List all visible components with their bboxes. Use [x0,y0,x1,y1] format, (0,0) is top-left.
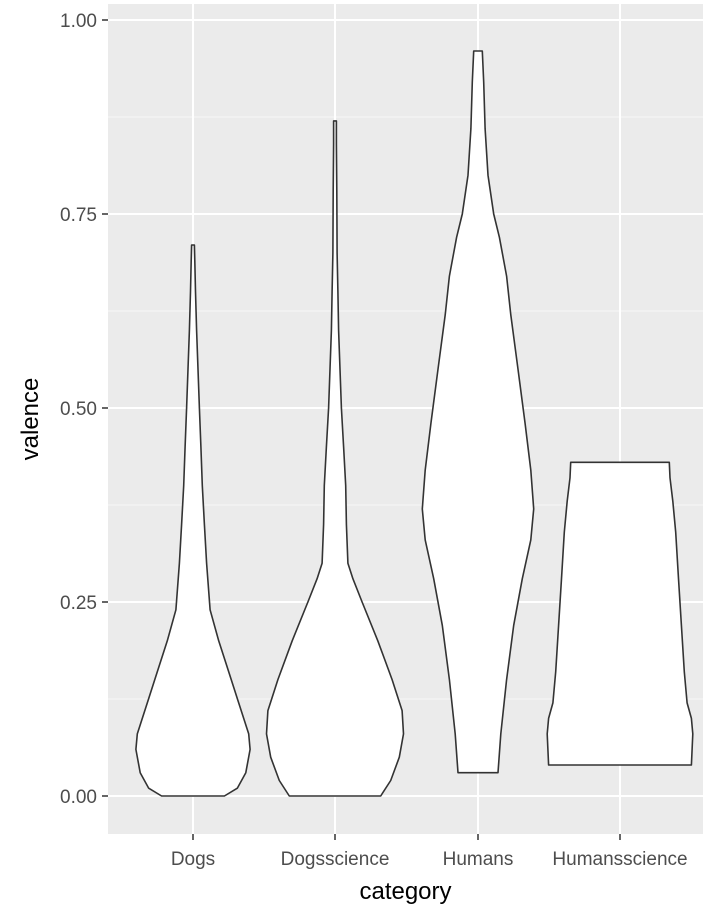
violins [135,50,694,797]
y-tick-label: 0.50 [60,399,97,420]
y-tick-label: 0.25 [60,593,97,614]
x-tick-label-humans: Humans [443,849,514,870]
y-axis-title: valence [17,378,44,461]
y-tick-label: 1.00 [60,11,97,32]
y-tick-label: 0.00 [60,787,97,808]
y-tick-label: 0.75 [60,205,97,226]
y-axis: 0.00 0.25 0.50 0.75 1.00 [60,11,108,808]
violin-dogs [135,244,251,797]
x-tick-label-dogs: Dogs [171,849,215,870]
x-axis: Dogs Dogsscience Humans Humansscience [171,834,688,870]
violin-humans [421,50,535,774]
violin-humansscience [546,461,694,766]
x-axis-title: category [359,878,451,905]
x-tick-label-humansscience: Humansscience [552,849,687,870]
violin-dogsscience [265,120,405,797]
x-tick-label-dogsscience: Dogsscience [281,849,390,870]
